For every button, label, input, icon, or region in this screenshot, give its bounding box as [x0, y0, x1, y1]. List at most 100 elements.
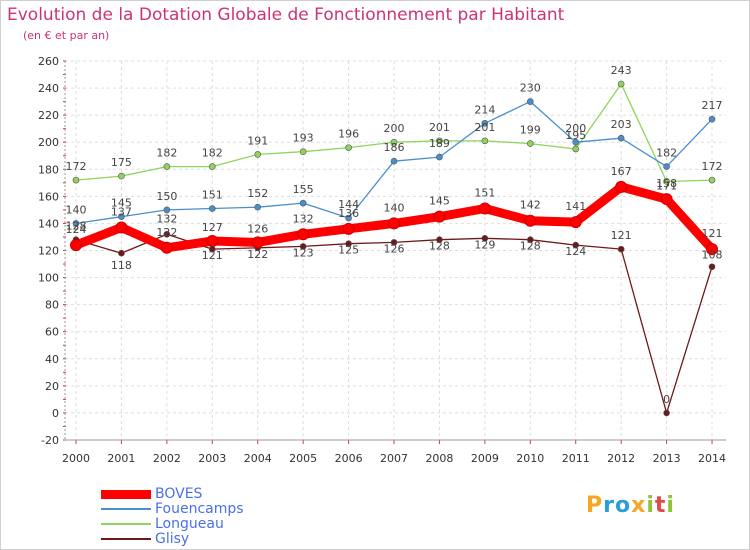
- data-label-longueau: 193: [293, 132, 314, 145]
- data-label-fouencamps: 230: [520, 82, 541, 95]
- data-point-longueau: [663, 178, 670, 185]
- legend-label: Longueau: [155, 516, 224, 532]
- data-point-glisy: [436, 236, 443, 243]
- x-tick-label: 2013: [653, 452, 681, 465]
- data-label-glisy: 129: [474, 238, 495, 251]
- logo-letter: t: [654, 493, 667, 518]
- data-point-glisy: [572, 241, 580, 249]
- data-label-longueau: 200: [384, 122, 405, 135]
- logo-letter: i: [666, 493, 675, 518]
- y-tick-label: 240: [38, 82, 59, 95]
- legend-label: Fouencamps: [155, 501, 244, 517]
- data-label-longueau: 195: [565, 129, 586, 142]
- data-label-longueau: 182: [202, 147, 223, 160]
- data-point-boves: [342, 222, 355, 235]
- data-label-boves: 122: [156, 226, 177, 239]
- data-label-fouencamps: 214: [474, 103, 495, 116]
- data-point-boves: [388, 217, 401, 230]
- data-point-fouencamps: [72, 220, 80, 227]
- logo-letter: o: [614, 493, 632, 518]
- data-label-fouencamps: 200: [565, 122, 586, 135]
- legend-swatch: [101, 508, 151, 510]
- data-label-longueau: 182: [156, 147, 177, 160]
- data-label-fouencamps: 186: [384, 141, 405, 154]
- y-tick-label: 260: [38, 55, 59, 68]
- axes: -20 0 20 40 60 80 100 120 140 160 180 200 220 240 260 2…: [38, 55, 726, 465]
- data-point-longueau: [208, 163, 216, 170]
- data-point-fouencamps: [481, 119, 489, 127]
- data-label-longueau: 201: [429, 121, 450, 134]
- y-tick-label: -20: [41, 434, 59, 447]
- legend-swatch: [101, 538, 151, 540]
- y-tick-label: 180: [38, 163, 59, 176]
- data-label-fouencamps: 189: [429, 137, 450, 150]
- data-label-glisy: 128: [520, 240, 541, 253]
- data-point-fouencamps: [663, 163, 670, 170]
- data-point-fouencamps: [572, 138, 580, 146]
- y-tick-label: 200: [38, 136, 59, 149]
- data-label-fouencamps: 203: [611, 118, 632, 131]
- legend-item-glisy: Glisy: [101, 531, 301, 547]
- data-label-fouencamps: 182: [656, 147, 677, 160]
- data-label-glisy: 121: [202, 249, 223, 262]
- logo-letter: i: [646, 493, 655, 518]
- legend-swatch: [101, 489, 151, 499]
- data-label-boves: 158: [656, 177, 677, 190]
- data-point-fouencamps: [345, 214, 352, 222]
- data-point-glisy: [663, 409, 670, 417]
- x-tick-label: 2002: [153, 452, 181, 465]
- y-tick-label: 80: [45, 299, 59, 312]
- data-point-fouencamps: [254, 203, 262, 211]
- proxiti-logo: Proxiti: [586, 493, 675, 518]
- data-point-boves: [615, 180, 628, 193]
- y-tick-label: 140: [38, 217, 59, 230]
- y-tick-label: 100: [38, 272, 59, 285]
- data-label-boves: 126: [247, 222, 268, 235]
- data-point-fouencamps: [163, 206, 171, 214]
- data-point-longueau: [299, 148, 307, 155]
- data-label-longueau: 171: [656, 179, 677, 192]
- logo-letter: r: [603, 493, 615, 518]
- data-point-fouencamps: [708, 115, 716, 123]
- logo-letter: P: [586, 493, 604, 518]
- data-point-fouencamps: [436, 153, 443, 161]
- series-area: [70, 80, 719, 417]
- data-label-fouencamps: 145: [111, 197, 132, 210]
- data-point-longueau: [436, 137, 443, 145]
- y-tick-label: 220: [38, 109, 59, 122]
- data-label-glisy: 126: [384, 242, 405, 255]
- data-point-boves: [433, 210, 446, 223]
- legend-item-boves: BOVES: [101, 486, 301, 502]
- data-label-fouencamps: 151: [202, 189, 223, 202]
- data-point-glisy: [390, 239, 398, 246]
- y-tick-label: 0: [52, 407, 59, 420]
- x-tick-label: 2014: [698, 452, 726, 465]
- data-point-glisy: [481, 235, 489, 242]
- data-point-boves: [297, 228, 310, 241]
- data-point-fouencamps: [390, 157, 398, 165]
- x-tick-label: 2007: [380, 452, 408, 465]
- chart-subtitle: (en € et par an): [23, 29, 110, 42]
- data-label-fouencamps: 152: [247, 187, 268, 200]
- data-label-boves: 136: [338, 207, 359, 220]
- legend-label: BOVES: [155, 486, 203, 502]
- data-label-glisy: 125: [338, 244, 359, 257]
- data-point-longueau: [526, 140, 534, 147]
- data-point-longueau: [254, 151, 262, 158]
- data-point-glisy: [708, 263, 716, 271]
- data-point-boves: [524, 214, 537, 227]
- data-label-glisy: 128: [429, 240, 450, 253]
- data-point-glisy: [163, 230, 171, 238]
- data-label-glisy: 118: [111, 259, 132, 272]
- legend-item-longueau: Longueau: [101, 516, 301, 532]
- data-label-glisy: 124: [565, 245, 586, 258]
- data-point-glisy: [299, 243, 307, 250]
- x-tick-label: 2000: [62, 452, 90, 465]
- data-label-boves: 137: [111, 205, 132, 218]
- data-label-boves: 127: [202, 221, 223, 234]
- data-point-boves: [706, 243, 719, 256]
- data-label-glisy: 121: [611, 229, 632, 242]
- data-point-glisy: [617, 245, 625, 253]
